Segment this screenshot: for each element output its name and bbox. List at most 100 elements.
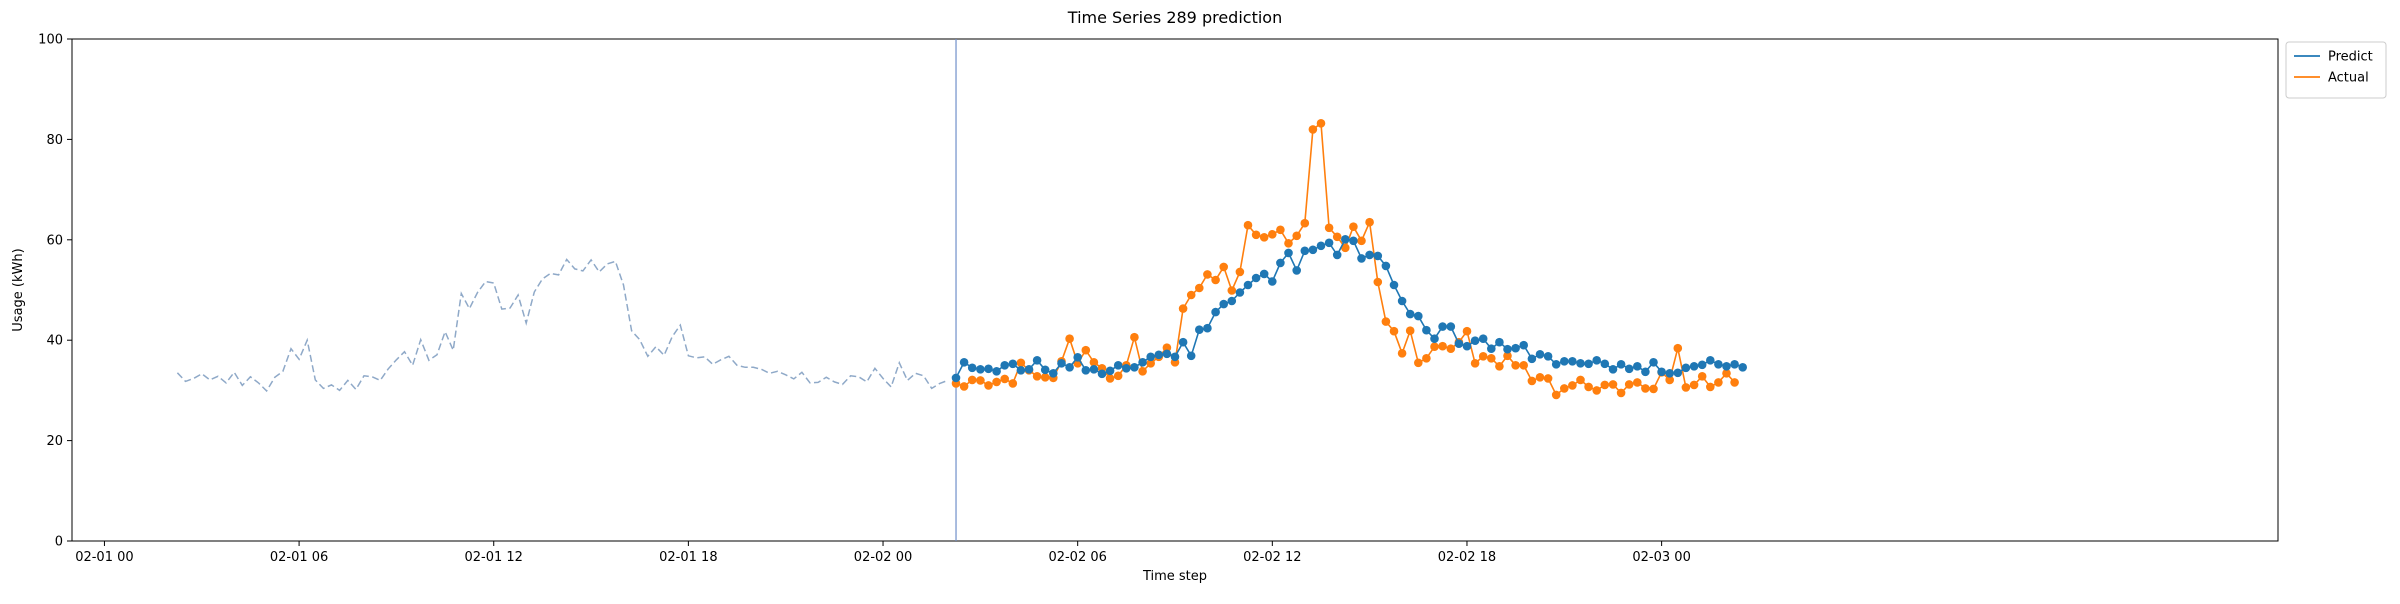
- data-point-predict: [1178, 337, 1188, 347]
- x-tick-label: 02-02 00: [854, 550, 912, 565]
- data-point-predict: [1616, 360, 1626, 369]
- data-point-predict: [1316, 241, 1326, 251]
- x-tick-label: 02-03 00: [1632, 550, 1690, 565]
- data-point-predict: [1365, 250, 1374, 260]
- data-point-predict: [1284, 248, 1293, 258]
- data-point-predict: [1511, 343, 1520, 353]
- data-point-predict: [1624, 364, 1634, 374]
- legend-label-predict: Predict: [2328, 50, 2373, 65]
- data-point-predict: [1073, 353, 1082, 362]
- data-point-predict: [1000, 361, 1009, 370]
- data-point-predict: [1608, 365, 1618, 374]
- data-point-actual: [1673, 343, 1683, 353]
- data-point-predict: [1113, 361, 1123, 370]
- data-point-actual: [1219, 262, 1228, 272]
- x-tick-label: 02-02 06: [1048, 550, 1106, 565]
- data-point-predict: [1219, 299, 1228, 309]
- data-point-actual: [1584, 382, 1593, 392]
- x-tick-label: 02-02 18: [1438, 550, 1496, 565]
- data-point-actual: [1065, 334, 1074, 344]
- y-tick-label: 20: [46, 434, 63, 449]
- data-point-predict: [959, 358, 969, 367]
- data-point-predict: [1397, 296, 1407, 306]
- plot-frame: [71, 38, 2279, 542]
- data-point-predict: [1535, 350, 1545, 359]
- data-point-actual: [1495, 362, 1504, 371]
- data-point-predict: [1203, 323, 1212, 333]
- data-point-actual: [1706, 382, 1715, 392]
- data-point-predict: [1089, 365, 1099, 374]
- data-point-predict: [1032, 356, 1042, 365]
- x-tick-label: 02-01 06: [270, 550, 328, 565]
- data-point-actual: [1195, 283, 1204, 293]
- data-point-predict: [1105, 366, 1115, 376]
- data-point-actual: [1722, 369, 1731, 378]
- data-point-actual: [1162, 343, 1172, 353]
- data-point-predict: [1381, 261, 1391, 271]
- data-point-predict: [1024, 365, 1034, 374]
- data-point-actual: [984, 381, 993, 390]
- data-point-actual: [1016, 358, 1026, 368]
- data-point-actual: [1316, 119, 1326, 128]
- data-point-predict: [1462, 341, 1472, 351]
- y-tick-label: 0: [55, 535, 63, 550]
- data-point-predict: [1495, 337, 1504, 347]
- data-point-actual: [1641, 384, 1650, 393]
- data-point-predict: [1170, 352, 1180, 362]
- data-point-actual: [1535, 373, 1545, 382]
- data-point-actual: [1008, 379, 1018, 388]
- data-point-predict: [1422, 325, 1431, 335]
- data-point-actual: [1608, 380, 1618, 389]
- data-point-predict: [1341, 235, 1350, 244]
- data-point-actual: [1130, 332, 1139, 342]
- data-point-predict: [984, 364, 993, 374]
- data-point-actual: [967, 375, 977, 385]
- data-point-actual: [1341, 243, 1350, 253]
- data-point-predict: [1446, 322, 1456, 331]
- data-point-predict: [1633, 362, 1642, 371]
- data-point-actual: [1633, 378, 1642, 387]
- data-point-predict: [1008, 359, 1018, 369]
- data-point-predict: [1349, 236, 1358, 246]
- data-point-predict: [1373, 251, 1383, 261]
- y-tick-label: 60: [46, 233, 63, 248]
- data-point-predict: [1673, 368, 1683, 378]
- data-point-predict: [1259, 269, 1269, 279]
- data-point-predict: [1308, 245, 1318, 255]
- x-axis-label: Time step: [1142, 569, 1207, 584]
- data-point-actual: [1300, 218, 1310, 228]
- data-point-actual: [1332, 232, 1342, 242]
- series-line-history: [176, 258, 949, 393]
- data-point-predict: [1430, 334, 1439, 344]
- data-point-predict: [1097, 369, 1107, 379]
- data-point-actual: [1649, 384, 1658, 394]
- data-point-predict: [976, 365, 985, 374]
- data-point-predict: [1268, 277, 1277, 286]
- data-point-predict: [1503, 344, 1512, 354]
- data-point-actual: [1178, 304, 1188, 313]
- data-point-actual: [1081, 345, 1091, 355]
- data-point-predict: [1186, 351, 1196, 361]
- data-point-predict: [1454, 339, 1464, 349]
- data-point-actual: [1600, 380, 1610, 390]
- data-point-actual: [1089, 358, 1099, 367]
- data-point-actual: [1243, 220, 1253, 230]
- data-point-actual: [1446, 344, 1456, 354]
- data-point-predict: [1697, 360, 1707, 370]
- data-point-predict: [1592, 356, 1601, 365]
- data-point-actual: [1478, 352, 1488, 361]
- data-point-predict: [1057, 359, 1066, 368]
- data-point-actual: [1592, 386, 1601, 395]
- data-point-actual: [1681, 383, 1691, 392]
- data-point-actual: [1462, 326, 1472, 336]
- data-point-predict: [1478, 334, 1488, 344]
- data-point-actual: [1251, 230, 1261, 240]
- data-point-predict: [1730, 360, 1739, 369]
- data-point-predict: [1470, 336, 1480, 346]
- data-point-predict: [1195, 325, 1204, 335]
- data-point-actual: [1438, 341, 1447, 351]
- data-point-actual: [1373, 277, 1383, 287]
- x-tick-label: 02-02 12: [1243, 550, 1301, 565]
